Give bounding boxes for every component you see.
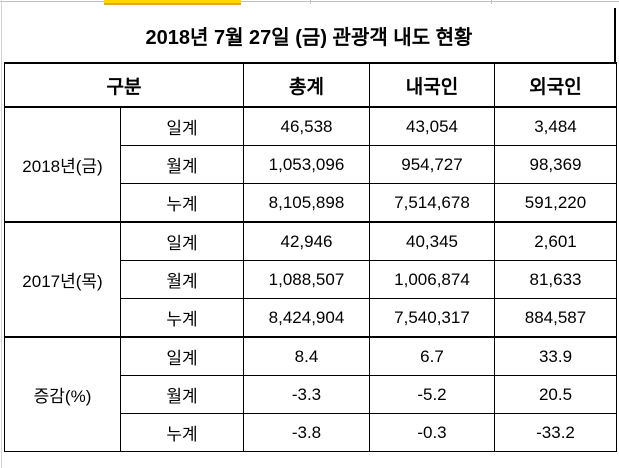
cell-foreign: 3,484	[494, 106, 617, 146]
cell-total: 8,424,904	[243, 298, 370, 338]
tourist-arrivals-table: 구분 총계 내국인 외국인 2018년(금) 일계 46,538 43,054 …	[4, 62, 617, 452]
col-header-foreign: 외국인	[494, 62, 617, 108]
cell-domestic: 43,054	[369, 106, 495, 146]
row-group-label-2018: 2018년(금)	[4, 106, 121, 223]
cell-total: 8,105,898	[243, 183, 370, 223]
row-period-label: 월계	[120, 260, 244, 299]
cell-total: 1,053,096	[243, 145, 370, 184]
cell-total: 1,088,507	[243, 260, 370, 299]
table-row: 월계 -3.3 -5.2 20.5	[5, 375, 617, 414]
cell-foreign: 591,220	[494, 183, 617, 223]
cell-foreign: 884,587	[494, 298, 617, 338]
cell-domestic: 1,006,874	[369, 260, 495, 299]
cell-domestic: 40,345	[369, 221, 495, 261]
table-row: 증감(%) 일계 8.4 6.7 33.9	[4, 336, 617, 452]
cell-domestic: 6.7	[369, 336, 495, 376]
cell-total: 46,538	[243, 106, 370, 146]
row-period-label: 월계	[120, 145, 244, 184]
cell-domestic: -5.2	[369, 375, 495, 414]
col-header-domestic: 내국인	[369, 62, 495, 108]
col-header-total: 총계	[243, 62, 370, 108]
table-row: 2017년(목) 일계 42,946 40,345 2,601	[4, 221, 617, 338]
table-row: 월계 1,088,507 1,006,874 81,633	[5, 260, 617, 299]
table-row: 2018년(금) 일계 46,538 43,054 3,484	[4, 106, 617, 223]
gridline-top	[0, 1, 619, 2]
row-period-label: 누계	[120, 298, 244, 338]
gridline-stub	[491, 0, 492, 4]
cell-foreign: 33.9	[494, 336, 617, 376]
cell-domestic: 7,514,678	[369, 183, 495, 223]
cell-foreign: 20.5	[494, 375, 617, 414]
cell-domestic: -0.3	[369, 413, 495, 452]
cell-total: -3.3	[243, 375, 370, 414]
page-title: 2018년 7월 27일 (금) 관광객 내도 현황	[4, 8, 616, 62]
table-row: 누계 8,105,898 7,514,678 591,220	[5, 183, 617, 223]
table-row: 누계 8,424,904 7,540,317 884,587	[5, 298, 617, 338]
table-header-row: 구분 총계 내국인 외국인	[4, 62, 617, 108]
row-group-label-2017: 2017년(목)	[4, 221, 121, 338]
cell-foreign: -33.2	[494, 413, 617, 452]
cell-domestic: 954,727	[369, 145, 495, 184]
row-period-label: 일계	[120, 336, 244, 376]
row-period-label: 일계	[120, 106, 244, 146]
table-row: 월계 1,053,096 954,727 98,369	[5, 145, 617, 184]
cell-domestic: 7,540,317	[369, 298, 495, 338]
gridline-stub	[310, 0, 311, 4]
row-period-label: 누계	[120, 413, 244, 452]
cell-foreign: 2,601	[494, 221, 617, 261]
row-period-label: 일계	[120, 221, 244, 261]
row-period-label: 월계	[120, 375, 244, 414]
highlighted-cell-remnant	[104, 0, 241, 5]
cell-foreign: 98,369	[494, 145, 617, 184]
table-row: 누계 -3.8 -0.3 -33.2	[5, 413, 617, 452]
col-header-category: 구분	[4, 62, 244, 108]
cell-foreign: 81,633	[494, 260, 617, 299]
cell-total: -3.8	[243, 413, 370, 452]
row-group-label-change: 증감(%)	[4, 336, 121, 452]
row-period-label: 누계	[120, 183, 244, 223]
cell-total: 42,946	[243, 221, 370, 261]
gridline-left	[1, 0, 2, 468]
cell-total: 8.4	[243, 336, 370, 376]
